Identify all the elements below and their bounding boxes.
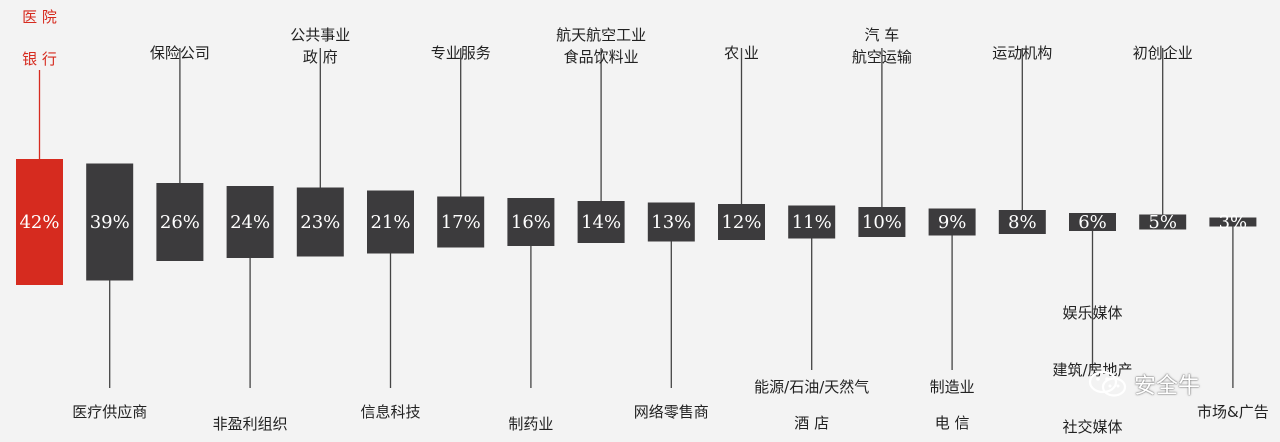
value-label: 26% (160, 212, 200, 233)
bar (156, 183, 204, 261)
bar (86, 163, 134, 281)
bar (437, 196, 485, 248)
value-label: 17% (441, 212, 481, 233)
bar (858, 207, 906, 237)
value-label: 24% (230, 212, 270, 233)
category-label: 医疗供应商 (72, 403, 147, 421)
bar (1139, 214, 1187, 230)
category-label: 银 行 (22, 50, 57, 68)
watermark: 安全牛 (1088, 364, 1200, 404)
category-label: 公共事业 (290, 26, 350, 44)
value-label: 9% (938, 212, 967, 233)
category-label: 社交媒体 (1062, 418, 1122, 436)
bar (226, 186, 274, 258)
value-label: 21% (370, 212, 410, 233)
value-label: 6% (1078, 212, 1107, 233)
category-label: 航空运输 (852, 48, 912, 66)
category-label: 酒 店 (794, 414, 829, 432)
bar (1209, 217, 1257, 227)
bar (507, 198, 555, 246)
value-label: 39% (90, 212, 130, 233)
bar (367, 190, 414, 254)
wechat-icon (1088, 369, 1128, 399)
category-label: 农 业 (724, 44, 759, 62)
bar (998, 210, 1046, 234)
category-label: 运动机构 (992, 44, 1052, 62)
category-label: 制造业 (930, 378, 975, 396)
bar (16, 159, 63, 285)
value-label: 12% (721, 212, 761, 233)
category-label: 食品饮料业 (564, 48, 639, 66)
value-label: 11% (792, 212, 832, 233)
bar (718, 204, 765, 240)
category-label: 网络零售商 (634, 403, 709, 421)
category-label: 航天航空工业 (556, 26, 646, 44)
category-label: 制药业 (508, 415, 553, 433)
value-label: 3% (1219, 212, 1248, 233)
bar (928, 208, 976, 236)
category-label: 能源/石油/天然气 (754, 378, 869, 396)
category-label: 专业服务 (431, 44, 491, 62)
bar (1069, 213, 1116, 231)
category-label: 初创企业 (1133, 44, 1193, 62)
value-label: 14% (581, 212, 621, 233)
value-label: 5% (1148, 212, 1177, 233)
category-label: 非盈利组织 (213, 415, 288, 433)
category-label: 医 院 (22, 8, 57, 26)
value-label: 16% (511, 212, 551, 233)
value-label: 23% (300, 212, 340, 233)
watermark-text: 安全牛 (1134, 374, 1201, 399)
category-label: 信息科技 (360, 403, 420, 421)
bar (296, 187, 344, 257)
bar (788, 205, 836, 239)
category-label: 市场&广告 (1197, 403, 1269, 421)
value-label: 42% (19, 212, 59, 233)
value-label: 13% (651, 212, 691, 233)
category-label: 政 府 (303, 48, 338, 66)
category-label: 电 信 (935, 414, 970, 432)
category-label: 汽 车 (865, 26, 900, 44)
bar (577, 201, 625, 243)
bar (647, 202, 695, 242)
category-label: 保险公司 (150, 44, 210, 62)
value-label: 10% (862, 212, 902, 233)
category-label: 娱乐媒体 (1062, 304, 1122, 322)
value-label: 8% (1008, 212, 1037, 233)
